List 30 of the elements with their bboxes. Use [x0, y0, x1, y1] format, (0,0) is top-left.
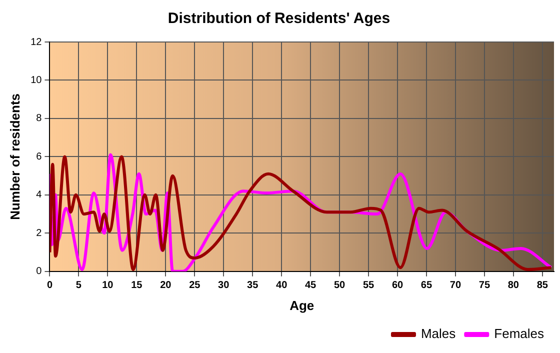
x-tick-label: 45: [304, 280, 317, 292]
x-tick-label: 25: [189, 280, 201, 292]
x-tick-label: 75: [478, 280, 490, 292]
x-tick-label: 50: [334, 280, 346, 292]
chart-title: Distribution of Residents' Ages: [168, 10, 390, 28]
y-tick-label: 0: [36, 266, 42, 278]
legend-label: Males: [420, 326, 456, 342]
x-tick-label: 20: [160, 280, 172, 292]
legend-label: Females: [494, 326, 544, 342]
y-axis-title: Number of residents: [7, 93, 22, 220]
x-tick-label: 0: [46, 280, 53, 292]
y-tick-label: 2: [36, 228, 42, 239]
x-tick-label: 5: [76, 280, 82, 292]
x-axis-title: Age: [290, 298, 314, 313]
y-tick-label: 8: [36, 113, 42, 124]
y-tick-label: 12: [30, 36, 42, 48]
x-tick-label: 65: [420, 280, 432, 292]
y-tick-label: 10: [30, 74, 42, 86]
x-tick-label: 30: [218, 280, 230, 292]
x-tick-label: 80: [508, 280, 520, 292]
x-tick-label: 85: [536, 280, 548, 292]
x-tick-label: 60: [392, 280, 404, 292]
y-tick-label: 6: [36, 151, 42, 162]
x-tick-label: 15: [131, 280, 143, 292]
x-tick-label: 40: [276, 280, 288, 292]
x-tick-label: 55: [362, 280, 375, 292]
x-tick-label: 70: [450, 280, 462, 292]
y-tick-label: 4: [36, 190, 42, 201]
x-tick-label: 10: [102, 280, 114, 292]
x-tick-label: 35: [247, 280, 259, 292]
